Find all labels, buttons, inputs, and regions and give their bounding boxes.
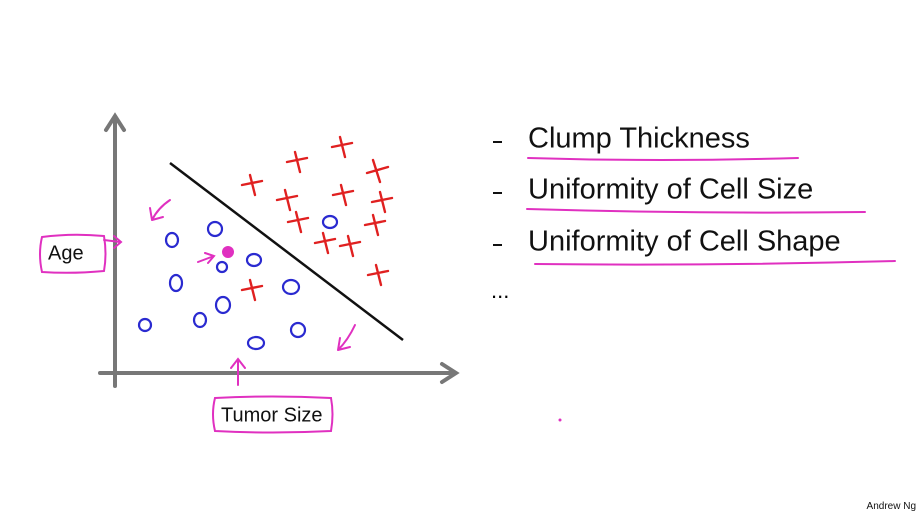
axes	[98, 112, 460, 388]
point-x	[363, 213, 387, 237]
point-x	[313, 231, 337, 255]
bullet-text: Clump Thickness	[528, 123, 750, 155]
point-o	[164, 231, 180, 249]
point-o	[192, 311, 208, 329]
footer: Andrew Ng	[867, 501, 916, 512]
bullet-ellipsis: ...	[491, 278, 509, 303]
y-axis-label: Age	[48, 242, 84, 264]
x-arrow	[440, 362, 460, 384]
label-box	[212, 395, 334, 434]
point-o	[137, 317, 153, 333]
arrow-annotation	[197, 252, 216, 264]
point-x	[331, 183, 355, 207]
point-o	[281, 278, 301, 296]
point-x	[285, 150, 309, 174]
point-o	[245, 252, 263, 268]
malignant-points	[240, 135, 394, 302]
benign-points	[137, 214, 339, 351]
point-x	[286, 210, 310, 234]
highlighted-point	[222, 246, 234, 258]
underline	[534, 260, 896, 266]
point-o	[289, 321, 307, 339]
x-axis-label: Tumor Size	[221, 404, 323, 426]
point-x	[338, 234, 362, 258]
bullet-text: Uniformity of Cell Size	[528, 174, 813, 206]
point-x	[366, 263, 390, 287]
point-o	[215, 260, 229, 274]
label-box	[39, 233, 107, 274]
point-x	[275, 188, 299, 212]
point-x	[240, 173, 264, 197]
point-x	[330, 135, 354, 159]
point-o	[168, 273, 184, 293]
bullet-text: Uniformity of Cell Shape	[528, 226, 841, 258]
arrow-annotation	[149, 199, 171, 221]
underline	[526, 208, 866, 214]
decision-boundary	[169, 162, 404, 341]
arrow-annotation	[230, 357, 246, 386]
point-o	[246, 335, 266, 351]
arrow-annotation	[337, 324, 356, 351]
point-o	[214, 295, 232, 315]
annotations	[39, 157, 896, 434]
bullet-dashes	[493, 141, 502, 246]
point-o	[206, 220, 224, 238]
underline	[527, 157, 799, 161]
y-arrow	[104, 112, 126, 132]
point-o	[321, 214, 339, 230]
point-x	[240, 278, 264, 302]
point-x	[365, 158, 390, 184]
arrow-annotation	[103, 235, 123, 249]
point-x	[370, 190, 394, 214]
dot	[558, 418, 562, 422]
